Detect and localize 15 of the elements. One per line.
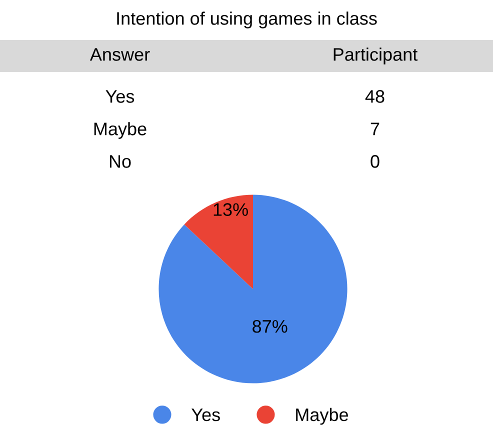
legend-label: Yes: [192, 408, 220, 422]
data-label: 87%: [252, 320, 288, 333]
data-label: 48: [365, 90, 384, 103]
category-label: Maybe: [94, 122, 146, 139]
pie-slice: [184, 194, 253, 289]
text: Participant: [334, 48, 418, 64]
data-label: 0: [370, 155, 380, 168]
data-label: 7: [370, 122, 380, 136]
category-label: No: [110, 155, 131, 168]
category-label: Yes: [106, 90, 134, 103]
pie-slice: [158, 194, 348, 384]
data-label: 13%: [214, 203, 248, 216]
text: Intention of using games in class: [117, 12, 377, 28]
legend-label: Maybe: [296, 408, 348, 425]
text: Answer: [90, 48, 150, 61]
